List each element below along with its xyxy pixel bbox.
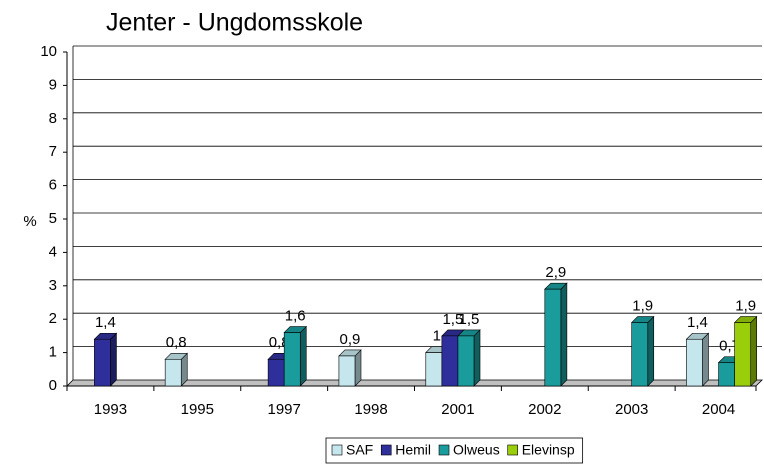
bar [283, 332, 301, 387]
data-label: 1 [433, 328, 441, 345]
y-tick-label: 0 [49, 377, 57, 394]
data-label: 2,9 [545, 264, 566, 281]
y-tick-label: 6 [49, 177, 57, 194]
legend-label: Elevinsp [522, 442, 575, 458]
y-tick-label: 3 [49, 277, 57, 294]
legend-box [325, 437, 584, 464]
bar [686, 338, 703, 387]
legend-swatch [507, 444, 519, 456]
y-tick-label: 9 [49, 76, 57, 93]
data-label: 1,5 [459, 311, 480, 328]
x-tick-label: 1995 [181, 401, 214, 418]
legend: SAF Hemil Olweus Elevinsp [325, 437, 584, 464]
bar-side [702, 332, 709, 387]
bar-side [750, 315, 758, 387]
y-tick-label: 5 [49, 210, 57, 227]
bar [441, 335, 459, 387]
bar [631, 322, 649, 387]
x-tick-label: 1998 [354, 401, 387, 418]
legend-swatch [438, 444, 450, 456]
bar [425, 352, 443, 387]
legend-label: Hemil [395, 442, 431, 458]
x-tick-label: 2003 [615, 401, 648, 418]
bar-side [110, 332, 117, 387]
y-tick-label: 1 [49, 344, 57, 361]
chart-title: Jenter - Ungdomsskole [106, 9, 363, 37]
data-label: 1,4 [95, 314, 116, 331]
x-tick-label: 1993 [94, 401, 127, 418]
bar [457, 335, 475, 387]
bar [164, 358, 182, 387]
bar-side [647, 315, 655, 387]
y-tick-label: 4 [49, 243, 57, 260]
legend-label: SAF [346, 442, 373, 458]
bar [94, 338, 111, 387]
bar [267, 358, 285, 387]
x-tick-label: 2001 [441, 401, 474, 418]
data-label: 1,6 [285, 308, 306, 325]
legend-label: Olweus [453, 442, 500, 458]
data-label: 0,9 [340, 331, 361, 348]
data-label: 1,9 [735, 298, 756, 315]
data-label: 1,9 [632, 298, 653, 315]
bar [544, 288, 562, 387]
y-tick-label: 2 [49, 310, 57, 327]
y-tick-label: 10 [40, 43, 57, 60]
x-tick-label: 1997 [268, 401, 301, 418]
y-tick-label: 8 [49, 110, 57, 127]
bar-side [473, 329, 481, 387]
bar [734, 322, 752, 387]
data-label: 1,4 [687, 314, 708, 331]
data-label: 0,8 [166, 334, 187, 351]
x-tick-label: 2004 [702, 401, 735, 418]
data-label: 1,5 [442, 311, 463, 328]
bar [718, 362, 735, 387]
bar [338, 355, 356, 387]
bar-side [299, 325, 307, 387]
y-axis-label: % [23, 213, 36, 230]
bar-side [560, 282, 568, 387]
y-tick-label: 7 [49, 143, 57, 160]
legend-swatch [380, 444, 392, 456]
legend-swatch [331, 444, 343, 456]
x-tick-label: 2002 [528, 401, 561, 418]
